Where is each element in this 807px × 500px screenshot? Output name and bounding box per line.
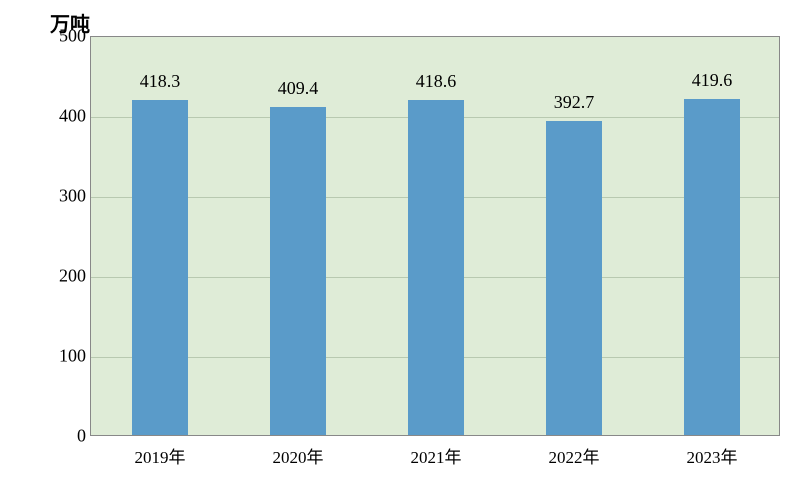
y-tick-label: 200: [40, 266, 86, 287]
y-tick-label: 100: [40, 346, 86, 367]
bar-value-label: 392.7: [554, 92, 595, 113]
x-tick-label: 2023年: [687, 443, 738, 468]
y-tick-label: 400: [40, 106, 86, 127]
chart-container: 万吨 418.32019年409.42020年418.62021年392.720…: [20, 8, 790, 488]
bar: [408, 100, 464, 435]
y-tick-label: 0: [40, 426, 86, 447]
bar: [270, 107, 326, 435]
bar: [684, 99, 740, 435]
bar-value-label: 418.3: [140, 71, 181, 92]
x-tick-label: 2021年: [411, 443, 462, 468]
x-tick-label: 2022年: [549, 443, 600, 468]
x-tick-label: 2020年: [273, 443, 324, 468]
y-tick-label: 500: [40, 26, 86, 47]
bar-slot: 419.62023年: [643, 37, 781, 435]
bar-slot: 418.62021年: [367, 37, 505, 435]
bar-slot: 409.42020年: [229, 37, 367, 435]
plot-area: 418.32019年409.42020年418.62021年392.72022年…: [90, 36, 780, 436]
bar-value-label: 419.6: [692, 70, 733, 91]
bar-value-label: 409.4: [278, 78, 319, 99]
bar: [132, 100, 188, 435]
bar: [546, 121, 602, 435]
bar-slot: 392.72022年: [505, 37, 643, 435]
bar-slot: 418.32019年: [91, 37, 229, 435]
bar-value-label: 418.6: [416, 71, 457, 92]
y-tick-label: 300: [40, 186, 86, 207]
x-tick-label: 2019年: [135, 443, 186, 468]
